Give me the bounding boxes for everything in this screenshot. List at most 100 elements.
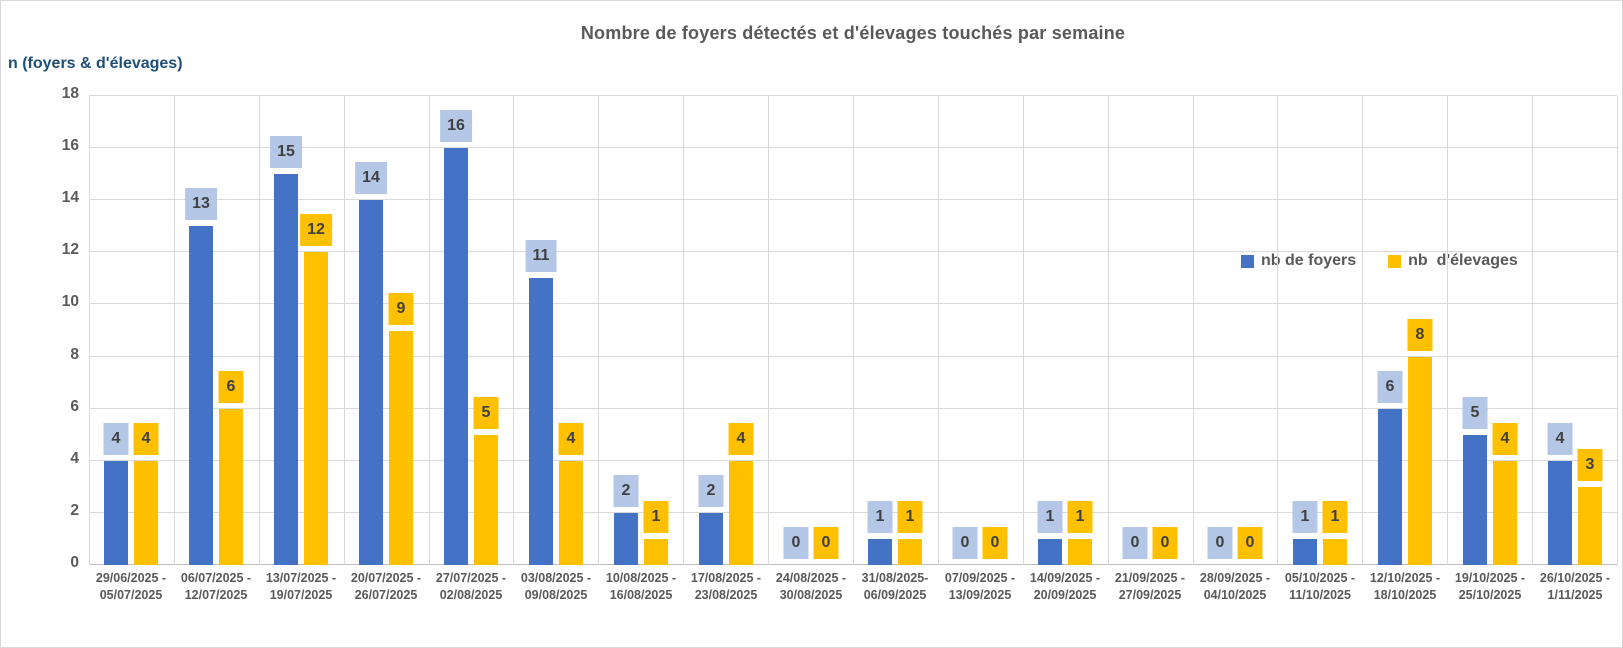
x-axis-category-label: 06/07/2025 - 12/07/2025 [156, 570, 276, 603]
gridline-vertical [1532, 96, 1533, 565]
x-axis-label-line: 23/08/2025 [694, 587, 758, 602]
x-axis-category-label: 31/08/2025- 06/09/2025 [835, 570, 955, 603]
gridline-vertical [259, 96, 260, 565]
bar-value-label: 0 [952, 527, 978, 559]
x-axis-label-line: 03/08/2025 - [520, 571, 592, 585]
gridline-vertical [174, 96, 175, 565]
gridline-vertical [1617, 96, 1618, 565]
x-axis-category-label: 26/10/2025 - 1/11/2025 [1515, 570, 1622, 603]
x-axis-category-label: 05/10/2025 - 11/10/2025 [1260, 570, 1380, 603]
bar-value-label: 1 [897, 500, 923, 533]
bar-value-label: 0 [982, 527, 1008, 559]
x-axis-label-line: 26/07/2025 [354, 587, 418, 602]
y-axis-tick-label: 6 [70, 397, 79, 415]
bar-foyers [274, 174, 298, 565]
bar-foyers [1378, 408, 1402, 565]
x-axis-label-line: 05/07/2025 [99, 587, 163, 602]
y-axis-tick-label: 14 [61, 189, 79, 207]
x-axis-label-line: 06/09/2025 [863, 587, 927, 602]
x-axis-label-line: 18/10/2025 [1373, 587, 1437, 602]
gridline-vertical [768, 96, 769, 565]
x-axis-category-label: 17/08/2025 - 23/08/2025 [666, 570, 786, 603]
bar-value-label: 8 [1407, 318, 1433, 351]
bar-foyers [444, 148, 468, 565]
x-axis-label-line: 06/07/2025 - [180, 571, 252, 585]
x-axis-label-line: 13/09/2025 [948, 587, 1012, 602]
x-axis-label-line: 05/10/2025 - [1284, 571, 1356, 585]
bar-elevages [559, 460, 583, 565]
x-axis-label-line: 30/08/2025 [779, 587, 843, 602]
bar-foyers [699, 512, 723, 565]
gridline-vertical [938, 96, 939, 565]
gridline-vertical [598, 96, 599, 565]
x-axis-label-line: 20/07/2025 - [350, 571, 422, 585]
x-axis-label-line: 19/10/2025 - [1454, 571, 1526, 585]
bar-value-label: 16 [440, 110, 472, 143]
y-axis-tick-label: 4 [70, 449, 79, 467]
x-axis-category-label: 27/07/2025 - 02/08/2025 [411, 570, 531, 603]
bar-value-label: 1 [1292, 500, 1318, 533]
gridline-vertical [1447, 96, 1448, 565]
x-axis-label-line: 04/10/2025 [1203, 587, 1267, 602]
bar-elevages [1323, 538, 1347, 565]
bar-foyers [1038, 538, 1062, 565]
gridline-vertical [429, 96, 430, 565]
gridline-vertical [853, 96, 854, 565]
y-axis-tick-label: 12 [61, 241, 79, 259]
x-axis-label-line: 1/11/2025 [1547, 587, 1603, 602]
bar-value-label: 0 [1152, 527, 1178, 559]
bar-elevages [389, 330, 413, 565]
bar-value-label: 0 [1237, 527, 1263, 559]
x-axis-label-line: 21/09/2025 - [1114, 571, 1186, 585]
x-axis-label-line: 27/07/2025 - [435, 571, 507, 585]
x-axis-label-line: 12/07/2025 [184, 587, 248, 602]
bar-value-label: 15 [270, 136, 302, 169]
x-axis-category-label: 13/07/2025 - 19/07/2025 [241, 570, 361, 603]
bar-elevages [729, 460, 753, 565]
legend: nb de foyers nb d'élevages [1241, 252, 1518, 270]
bar-value-label: 0 [813, 527, 839, 559]
gridline-vertical [1193, 96, 1194, 565]
bar-elevages [1068, 538, 1092, 565]
x-axis-category-label: 20/07/2025 - 26/07/2025 [326, 570, 446, 603]
bar-foyers [359, 200, 383, 565]
x-axis-category-label: 12/10/2025 - 18/10/2025 [1345, 570, 1465, 603]
bar-foyers [868, 538, 892, 565]
bar-value-label: 2 [698, 474, 724, 507]
bar-value-label: 4 [558, 422, 584, 455]
y-axis-tick-label: 18 [61, 85, 79, 102]
y-axis-tick-label: 0 [70, 554, 79, 571]
x-axis-label-line: 26/10/2025 - [1539, 571, 1611, 585]
bar-value-label: 0 [1122, 527, 1148, 559]
bar-elevages [304, 252, 328, 565]
chart-title: Nombre de foyers détectés et d'élevages … [580, 23, 1126, 43]
bar-value-label: 6 [1377, 370, 1403, 403]
bar-value-label: 6 [218, 370, 244, 403]
bar-value-label: 4 [1492, 422, 1518, 455]
bar-value-label: 1 [867, 500, 893, 533]
x-axis-label-line: 31/08/2025- [861, 571, 929, 585]
legend-swatch-icon [1241, 254, 1254, 268]
x-axis-label-line: 11/10/2025 [1289, 587, 1351, 602]
x-axis-label-line: 07/09/2025 - [944, 571, 1016, 585]
y-axis-title: n (foyers & d'élevages) [8, 55, 183, 72]
bar-value-label: 4 [728, 422, 754, 455]
legend-label: nb d'élevages [1408, 252, 1518, 269]
bar-foyers [189, 226, 213, 565]
bar-value-label: 5 [1462, 396, 1488, 429]
x-axis-label-line: 29/06/2025 - [95, 571, 167, 585]
bar-elevages [644, 538, 668, 565]
bar-value-label: 1 [1322, 500, 1348, 533]
x-axis-label-line: 19/07/2025 [269, 587, 333, 602]
bar-elevages [134, 460, 158, 565]
y-axis-tick-label: 16 [61, 137, 79, 155]
x-axis-category-label: 28/09/2025 - 04/10/2025 [1175, 570, 1295, 603]
gridline-vertical [683, 96, 684, 565]
x-axis-label-line: 02/08/2025 [439, 587, 503, 602]
x-axis-category-label: 29/06/2025 - 05/07/2025 [71, 570, 191, 603]
y-axis-tick-label: 2 [70, 501, 79, 519]
bar-elevages [1408, 356, 1432, 565]
bar-elevages [219, 408, 243, 565]
x-axis-category-label: 03/08/2025 - 09/08/2025 [496, 570, 616, 603]
